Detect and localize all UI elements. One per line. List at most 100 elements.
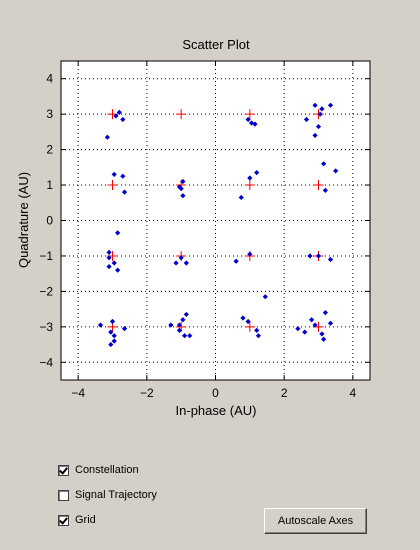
y-tick-label: −1 <box>39 249 53 263</box>
symbol-point <box>187 333 193 339</box>
constellation-point <box>244 180 255 191</box>
symbol-point <box>121 326 128 332</box>
symbol-point <box>247 251 253 257</box>
y-tick-label: 3 <box>46 107 53 121</box>
grid-label: Grid <box>75 514 96 526</box>
symbol-point <box>106 255 112 261</box>
y-tick-labels: −4 −3 −2 −1 0 1 2 3 4 <box>39 72 53 370</box>
constellation-point <box>107 180 118 191</box>
symbol-point <box>333 168 339 174</box>
symbol-point <box>183 311 189 318</box>
symbol-point <box>113 113 119 119</box>
symbol-point <box>255 333 262 339</box>
symbol-point <box>319 331 325 337</box>
x-tick-label: 4 <box>349 386 356 400</box>
symbol-point <box>315 123 322 130</box>
symbol-point <box>303 116 310 123</box>
received-symbols <box>97 102 339 348</box>
symbol-point <box>322 310 328 316</box>
axis-ticks <box>61 61 370 380</box>
symbol-point <box>176 184 183 190</box>
scatter-plot: Scatter Plot −4 −2 0 2 4 −4 −3 −2 −1 0 1 2 3 4 In-ph… <box>16 37 371 418</box>
symbol-point <box>173 260 179 266</box>
symbol-point <box>262 294 268 300</box>
grid-check-box[interactable] <box>58 514 69 526</box>
symbol-point <box>321 161 327 167</box>
symbol-point <box>312 102 318 108</box>
x-axis-label: In-phase (AU) <box>176 403 257 418</box>
symbol-point <box>111 171 117 178</box>
constellation-point <box>313 180 324 191</box>
symbol-point <box>238 194 244 201</box>
signal-trajectory-check-box[interactable] <box>58 489 69 501</box>
x-tick-label: 0 <box>212 386 219 400</box>
symbol-point <box>111 333 117 339</box>
symbol-point <box>120 116 126 123</box>
autoscale-axes-button[interactable]: Autoscale Axes <box>264 508 367 534</box>
symbol-point <box>104 134 110 140</box>
symbol-point <box>109 318 116 325</box>
symbol-point <box>295 326 301 332</box>
y-tick-label: 2 <box>46 143 53 157</box>
plot-frame <box>60 60 371 381</box>
symbol-point <box>327 102 334 108</box>
x-tick-label: −4 <box>71 386 85 400</box>
symbol-point <box>111 338 117 344</box>
symbol-point <box>106 249 112 255</box>
symbol-point <box>121 189 128 195</box>
symbol-point <box>106 263 112 270</box>
symbol-point <box>182 333 188 339</box>
symbol-point <box>309 317 315 323</box>
symbol-point <box>97 322 104 328</box>
symbol-point <box>312 322 318 328</box>
symbol-point <box>168 322 174 328</box>
symbol-point <box>315 253 322 259</box>
symbol-point <box>115 267 121 273</box>
x-tick-label: 2 <box>281 386 288 400</box>
symbol-point <box>180 317 186 323</box>
symbol-point <box>108 329 114 335</box>
symbol-point <box>116 109 122 115</box>
symbol-point <box>178 255 184 261</box>
symbol-point <box>108 341 114 348</box>
symbol-point <box>327 256 334 263</box>
symbol-point <box>176 327 183 333</box>
symbol-point <box>111 260 117 266</box>
symbol-point <box>312 132 318 139</box>
x-tick-label: −2 <box>140 386 154 400</box>
symbol-point <box>302 329 308 335</box>
chart-title: Scatter Plot <box>182 37 250 52</box>
y-tick-label: 1 <box>46 178 53 192</box>
symbol-point <box>254 170 260 176</box>
signal-trajectory-checkbox[interactable]: Signal Trajectory <box>58 487 157 503</box>
symbol-point <box>254 327 260 333</box>
symbol-point <box>176 322 183 328</box>
symbol-point <box>180 178 186 185</box>
symbol-point <box>120 173 126 179</box>
constellation-check-box[interactable] <box>58 464 69 476</box>
constellation-checkbox[interactable]: Constellation <box>58 462 139 478</box>
signal-trajectory-label: Signal Trajectory <box>75 489 157 501</box>
symbol-point <box>307 253 313 259</box>
y-tick-label: −4 <box>39 355 53 369</box>
y-tick-label: −2 <box>39 284 53 298</box>
x-tick-labels: −4 −2 0 2 4 <box>71 386 356 400</box>
constellation-point <box>244 321 255 332</box>
symbol-point <box>240 315 246 321</box>
constellation-point <box>244 109 255 120</box>
symbol-point <box>327 320 334 326</box>
symbol-point <box>321 336 327 342</box>
symbol-point <box>115 230 121 236</box>
symbol-point <box>319 106 325 112</box>
grid-checkbox[interactable]: Grid <box>58 512 96 528</box>
symbol-point <box>180 193 186 199</box>
symbol-point <box>322 187 328 193</box>
constellation-point <box>176 109 187 120</box>
symbol-point <box>183 260 189 266</box>
symbol-point <box>245 318 251 325</box>
symbol-point <box>233 258 239 264</box>
data-series <box>97 102 339 348</box>
y-tick-label: 4 <box>46 72 53 86</box>
symbol-point <box>317 111 323 117</box>
symbol-point <box>252 121 258 127</box>
